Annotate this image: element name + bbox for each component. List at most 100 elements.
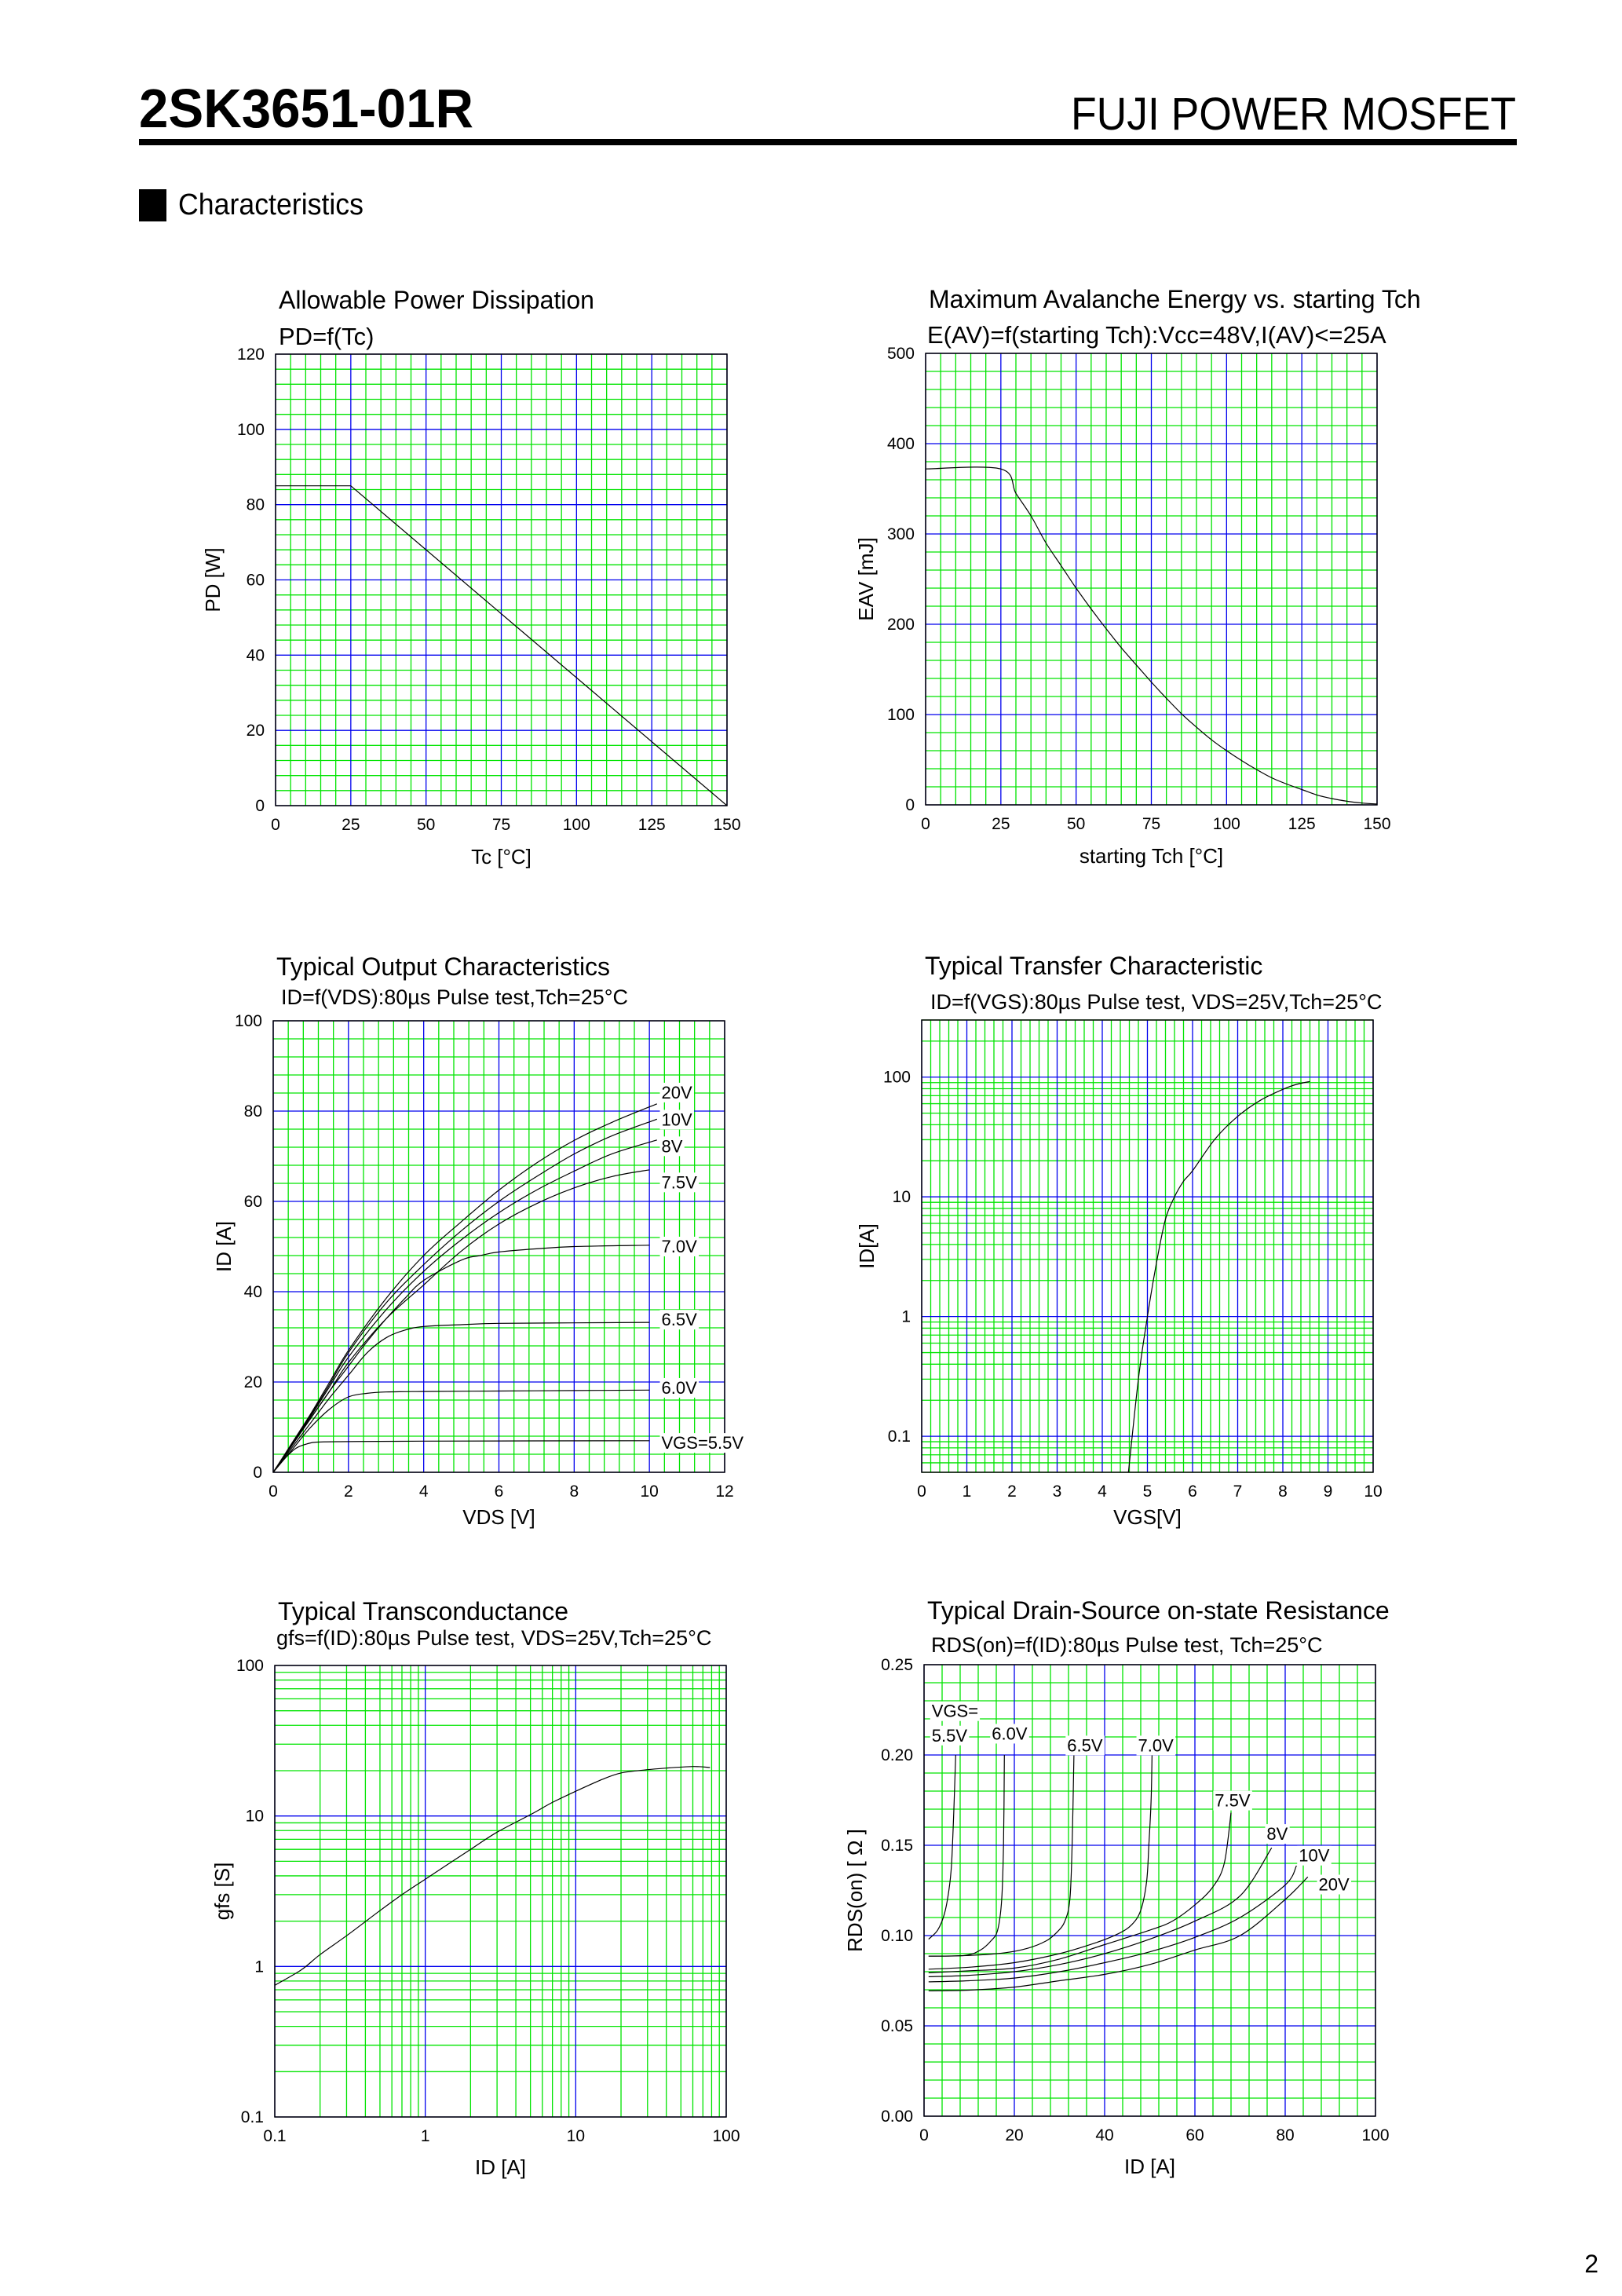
chart-title: Typical Transconductance — [278, 1597, 568, 1625]
plot-frame — [921, 1019, 1374, 1473]
label-background — [1136, 1735, 1176, 1756]
x-tick-label: 80 — [1276, 2126, 1294, 2144]
y-tick-label: 0.10 — [881, 1927, 913, 1945]
series-line-7.0v — [272, 1245, 650, 1473]
chart-title: Maximum Avalanche Energy vs. starting Tc… — [929, 285, 1421, 313]
x-tick-label: 10 — [640, 1483, 658, 1501]
label-background — [659, 1082, 694, 1102]
section-bullet-icon — [139, 189, 166, 221]
y-tick-label: 500 — [887, 345, 915, 363]
y-axis-label: ID[A] — [855, 1223, 879, 1269]
x-tick-label: 125 — [638, 816, 666, 834]
y-tick-label: 80 — [244, 1102, 262, 1121]
series-line-6.0v — [928, 1754, 1005, 1957]
y-tick-label: 0.00 — [881, 2108, 913, 2126]
x-tick-label: 40 — [1095, 2126, 1113, 2144]
x-tick-label: 1 — [963, 1483, 972, 1501]
page-number: 2 — [1584, 2250, 1598, 2278]
y-tick-label: 100 — [887, 706, 915, 724]
chart-title: Typical Output Characteristics — [276, 952, 610, 981]
x-tick-label: 60 — [1185, 2126, 1204, 2144]
x-tick-label: 150 — [713, 816, 740, 834]
series-line-6.0v — [272, 1389, 650, 1473]
y-tick-label: 200 — [887, 616, 915, 634]
series-line-curve1 — [274, 1766, 711, 1986]
y-tick-label: 0 — [253, 1464, 262, 1482]
series-label: 8V — [662, 1136, 683, 1156]
y-tick-label: 0.15 — [881, 1837, 913, 1855]
series-label: 10V — [1299, 1846, 1329, 1866]
series-label: 7.0V — [1138, 1735, 1174, 1755]
part-number-title: 2SK3651-01R — [139, 78, 473, 139]
y-tick-label: 100 — [237, 421, 265, 439]
x-tick-label: 25 — [342, 816, 360, 834]
y-tick-label: 60 — [247, 572, 265, 590]
series-line-8v — [272, 1139, 657, 1473]
series-label-prefix: VGS= — [932, 1702, 978, 1721]
x-tick-label: 100 — [712, 2127, 740, 2145]
x-tick-label: 6 — [495, 1483, 504, 1501]
grid — [275, 353, 728, 806]
series-line-8v — [928, 1847, 1273, 1977]
x-tick-label: 0 — [271, 816, 280, 834]
series-label: 6.0V — [662, 1378, 698, 1398]
y-tick-label: 400 — [887, 435, 915, 453]
series-line-7.5v — [928, 1812, 1232, 1973]
label-background — [930, 1725, 970, 1746]
plot-frame — [274, 1665, 727, 2118]
y-tick-label: 100 — [236, 1657, 264, 1675]
y-tick-label: 100 — [235, 1012, 262, 1030]
section-title: Characteristics — [178, 188, 363, 221]
series-line-curve1 — [276, 485, 728, 806]
x-tick-label: 100 — [1213, 815, 1240, 833]
page-header: 2SK3651-01R FUJI POWER MOSFET — [139, 78, 1517, 145]
series-label: 8V — [1266, 1824, 1288, 1844]
x-tick-label: 100 — [563, 816, 590, 834]
series-label: 7.0V — [662, 1237, 698, 1256]
grid — [921, 1019, 1374, 1473]
x-tick-label: 75 — [1142, 815, 1160, 833]
y-tick-label: 20 — [244, 1373, 262, 1391]
series-line-6.5v — [928, 1754, 1075, 1957]
label-background — [659, 1310, 700, 1330]
y-tick-label: 20 — [247, 722, 265, 740]
section-heading: Characteristics — [139, 188, 363, 221]
series-label: 10V — [662, 1110, 692, 1129]
series-line-6.5v — [272, 1322, 650, 1473]
x-tick-label: 0 — [921, 815, 930, 833]
x-tick-label: 75 — [492, 816, 510, 834]
chart-subtitle: ID=f(VGS):80µs Pulse test, VDS=25V,Tch=2… — [930, 990, 1382, 1014]
x-tick-label: 10 — [1364, 1483, 1382, 1501]
chart-title: Typical Drain-Source on-state Resistance — [927, 1596, 1390, 1625]
plot-frame — [923, 1664, 1376, 2117]
label-background — [659, 1236, 700, 1256]
y-tick-label: 0.1 — [241, 2108, 264, 2126]
chart-subtitle: E(AV)=f(starting Tch):Vcc=48V,I(AV)<=25A — [927, 321, 1386, 349]
header-rule — [139, 139, 1517, 145]
label-background — [659, 1110, 694, 1130]
x-tick-label: 7 — [1233, 1483, 1243, 1501]
x-tick-label: 0 — [917, 1483, 926, 1501]
chart-4: Typical Transfer Characteristic ID=f(VGS)… — [855, 952, 1383, 1529]
x-tick-label: 50 — [417, 816, 435, 834]
y-axis-label: RDS(on) [ Ω ] — [843, 1829, 867, 1952]
x-tick-label: 6 — [1188, 1483, 1197, 1501]
y-tick-label: 0 — [255, 797, 265, 815]
label-background — [659, 1433, 746, 1453]
y-axis-label: EAV [mJ] — [854, 537, 878, 620]
x-tick-label: 5 — [1143, 1483, 1153, 1501]
x-tick-label: 0 — [269, 1483, 278, 1501]
x-axis-label: ID [A] — [1124, 2155, 1175, 2178]
x-tick-label: 10 — [567, 2127, 585, 2145]
y-tick-label: 0.1 — [888, 1428, 911, 1446]
y-axis-label: gfs [S] — [210, 1863, 234, 1921]
y-tick-label: 0 — [905, 796, 915, 814]
label-background — [990, 1724, 1029, 1744]
series-line-curve1 — [1127, 1080, 1310, 1473]
x-tick-label: 8 — [1278, 1483, 1288, 1501]
x-axis-label: Tc [°C] — [471, 845, 532, 868]
label-background — [1297, 1845, 1332, 1866]
y-tick-label: 0.25 — [881, 1656, 913, 1674]
